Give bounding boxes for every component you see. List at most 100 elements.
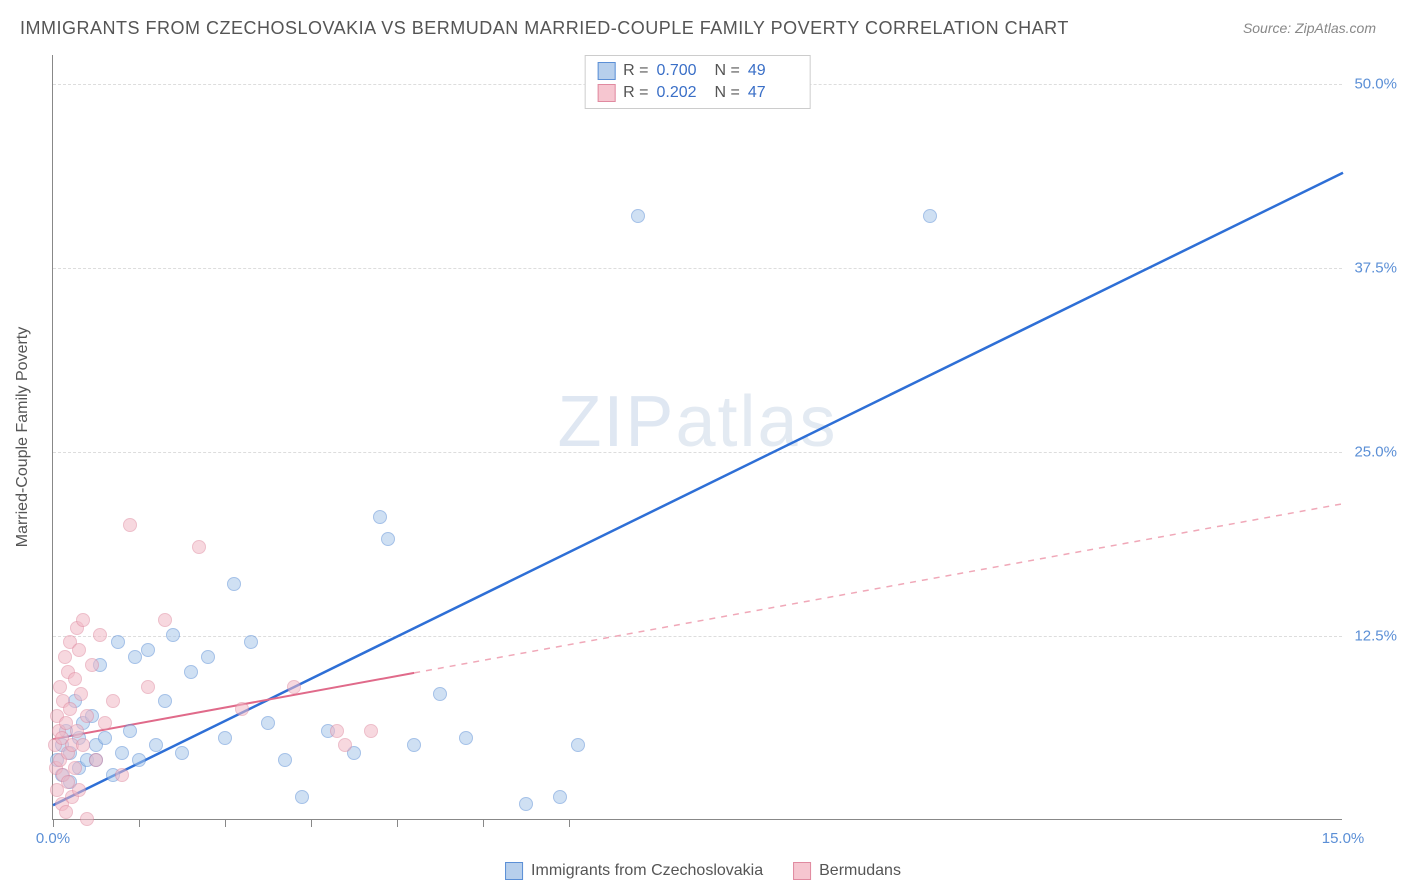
data-point [98,716,112,730]
y-tick-label: 37.5% [1354,260,1397,277]
data-point [111,635,125,649]
legend-item-0: Immigrants from Czechoslovakia [505,862,763,880]
data-point [338,738,352,752]
chart-title: IMMIGRANTS FROM CZECHOSLOVAKIA VS BERMUD… [20,18,1069,39]
legend-label-1: Bermudans [819,862,901,880]
gridline [53,452,1342,453]
data-point [72,643,86,657]
data-point [70,724,84,738]
data-point [287,680,301,694]
stat-n-value-1: 47 [748,84,798,102]
data-point [76,738,90,752]
x-tick [311,819,312,827]
data-point [631,209,645,223]
x-tick [139,819,140,827]
bottom-legend: Immigrants from Czechoslovakia Bermudans [505,862,901,880]
data-point [373,510,387,524]
data-point [278,753,292,767]
data-point [76,613,90,627]
data-point [192,540,206,554]
data-point [115,746,129,760]
x-tick [569,819,570,827]
data-point [53,680,67,694]
data-point [80,709,94,723]
data-point [72,783,86,797]
data-point [407,738,421,752]
data-point [59,805,73,819]
data-point [132,753,146,767]
x-tick [225,819,226,827]
stat-r-label: R = [623,84,648,102]
data-point [74,687,88,701]
data-point [235,702,249,716]
data-point [123,518,137,532]
x-tick-label: 0.0% [36,830,70,847]
data-point [459,731,473,745]
data-point [553,790,567,804]
data-point [89,753,103,767]
data-point [115,768,129,782]
legend-label-0: Immigrants from Czechoslovakia [531,862,763,880]
swatch-series-0 [597,62,615,80]
stat-r-value-0: 0.700 [657,62,707,80]
y-tick-label: 25.0% [1354,444,1397,461]
data-point [149,738,163,752]
stat-n-label: N = [715,84,740,102]
data-point [158,694,172,708]
stat-n-label: N = [715,62,740,80]
data-point [93,628,107,642]
x-tick-label: 15.0% [1322,830,1365,847]
data-point [68,761,82,775]
data-point [58,650,72,664]
data-point [128,650,142,664]
legend-swatch-0 [505,862,523,880]
data-point [571,738,585,752]
y-axis-title: Married-Couple Family Poverty [14,327,32,548]
data-point [68,672,82,686]
data-point [123,724,137,738]
plot-area: Married-Couple Family Poverty ZIPatlas 1… [52,55,1342,820]
data-point [63,702,77,716]
y-tick-label: 12.5% [1354,628,1397,645]
stat-r-value-1: 0.202 [657,84,707,102]
legend-item-1: Bermudans [793,862,901,880]
trend-line [414,504,1343,673]
data-point [330,724,344,738]
data-point [141,643,155,657]
data-point [85,658,99,672]
data-point [295,790,309,804]
y-tick-label: 50.0% [1354,76,1397,93]
data-point [184,665,198,679]
data-point [227,577,241,591]
data-point [98,731,112,745]
data-point [80,812,94,826]
stats-row-series-0: R = 0.700 N = 49 [597,60,798,82]
stats-row-series-1: R = 0.202 N = 47 [597,82,798,104]
data-point [141,680,155,694]
data-point [218,731,232,745]
source-attribution: Source: ZipAtlas.com [1243,20,1376,36]
data-point [201,650,215,664]
data-point [381,532,395,546]
swatch-series-1 [597,84,615,102]
legend-swatch-1 [793,862,811,880]
data-point [244,635,258,649]
data-point [106,694,120,708]
data-point [175,746,189,760]
watermark: ZIPatlas [557,381,837,463]
data-point [433,687,447,701]
data-point [923,209,937,223]
stat-r-label: R = [623,62,648,80]
stat-n-value-0: 49 [748,62,798,80]
data-point [166,628,180,642]
data-point [364,724,378,738]
x-tick [53,819,54,827]
watermark-part-a: ZIP [557,382,675,462]
stats-legend: R = 0.700 N = 49 R = 0.202 N = 47 [584,55,811,109]
watermark-part-b: atlas [675,382,837,462]
data-point [261,716,275,730]
data-point [158,613,172,627]
x-tick [397,819,398,827]
gridline [53,268,1342,269]
data-point [519,797,533,811]
